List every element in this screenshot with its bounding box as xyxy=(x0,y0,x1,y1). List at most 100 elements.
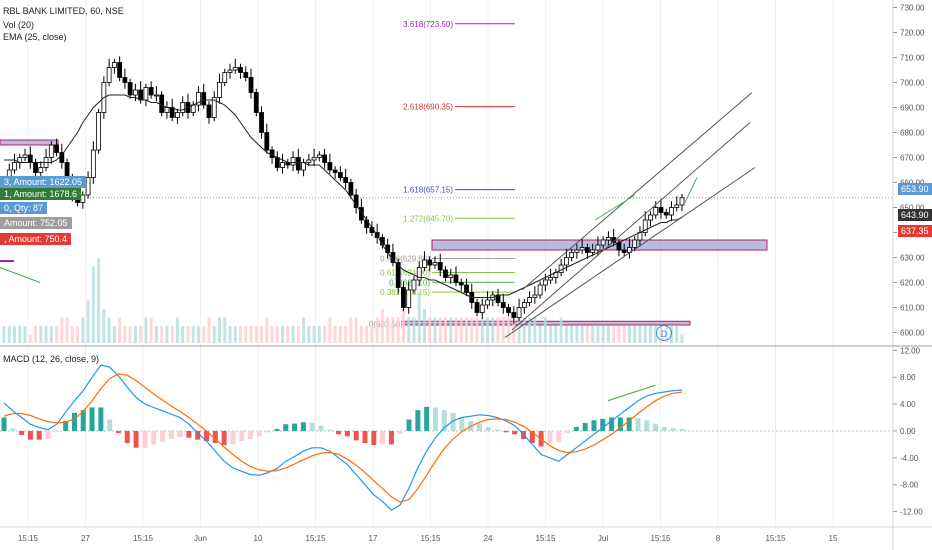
price-tick-label: 710.00 xyxy=(900,54,925,63)
channel-upper-line xyxy=(511,122,751,331)
channel-lower-line xyxy=(504,167,756,338)
macd-histogram-bar xyxy=(503,430,509,433)
time-tick-label: 24 xyxy=(484,534,493,543)
volume-bar xyxy=(13,326,17,343)
volume-bar xyxy=(443,317,447,343)
macd-tick-label: -8.00 xyxy=(900,481,919,490)
candle-body xyxy=(422,259,427,268)
candle-body xyxy=(337,172,343,178)
ema-line xyxy=(4,94,683,298)
candle-body xyxy=(542,279,548,286)
trend-channel xyxy=(504,92,756,338)
volume-bar xyxy=(223,317,227,343)
volume-bar xyxy=(49,326,53,343)
macd-histogram-bar xyxy=(36,430,42,440)
volume-bar xyxy=(359,326,363,343)
macd-histogram-bar xyxy=(494,429,500,431)
trade-tag[interactable]: , Amount: 750.4 xyxy=(0,233,72,245)
volume-bar xyxy=(270,326,274,343)
volume-bar xyxy=(465,317,469,343)
macd-divergence-arrow xyxy=(607,384,656,402)
macd-histogram-bar xyxy=(450,412,456,431)
candle-body xyxy=(584,247,590,253)
candle-body xyxy=(385,244,391,253)
candle-body xyxy=(59,152,65,163)
macd-histogram-bar xyxy=(318,425,324,431)
candle-body xyxy=(590,249,596,253)
fib-level-label: 2.618(690.35) xyxy=(403,103,453,112)
candle-body xyxy=(669,207,674,216)
time-tick-label: 10 xyxy=(254,534,263,543)
candle-body xyxy=(516,307,522,318)
volume-bar xyxy=(133,326,137,343)
candle-body xyxy=(122,77,128,83)
volume-bar xyxy=(407,317,411,343)
volume-bar xyxy=(575,326,579,343)
candle-body xyxy=(648,214,653,221)
candle-body xyxy=(164,107,170,113)
candle-body xyxy=(27,154,33,163)
volume-bar xyxy=(633,326,637,343)
candle-body xyxy=(196,92,201,106)
trade-tag[interactable]: 1, Amount: 1678.6 xyxy=(0,188,82,200)
volume-bar xyxy=(396,317,400,343)
volume-bar xyxy=(522,317,526,343)
volume-bar xyxy=(680,334,684,343)
volume-bar xyxy=(202,326,206,343)
trade-tag[interactable]: 0, Qty: 87 xyxy=(0,202,48,214)
candle-body xyxy=(479,304,485,313)
volume-bar xyxy=(580,326,584,343)
macd-histogram-bar xyxy=(204,430,210,442)
macd-histogram-bar xyxy=(327,429,333,431)
volume-bar xyxy=(638,326,642,343)
price-tick-label: 600.00 xyxy=(900,329,925,338)
macd-histogram-bar xyxy=(151,430,157,445)
candle-body xyxy=(85,177,91,196)
volume-bar xyxy=(333,326,337,343)
volume-bar xyxy=(428,317,432,343)
volume-bar xyxy=(291,326,295,343)
volume-bar xyxy=(627,326,631,343)
left-zone xyxy=(0,139,59,146)
volume-bar xyxy=(528,317,532,343)
candle-body xyxy=(311,157,317,161)
macd-histogram-bar xyxy=(670,428,676,431)
volume-bar xyxy=(186,326,190,343)
macd-histogram-bar xyxy=(80,410,86,431)
candle-body xyxy=(674,204,680,208)
volume-bar xyxy=(265,317,269,343)
macd-histogram-bar xyxy=(265,430,271,433)
candle-body xyxy=(406,289,412,308)
candle-body xyxy=(563,257,569,266)
volume-bar xyxy=(648,326,652,343)
candle-body xyxy=(322,154,328,163)
macd-histogram-bar xyxy=(565,430,571,433)
volume-bar xyxy=(286,326,290,343)
macd-tick-label: 4.00 xyxy=(900,400,916,409)
volume-bar xyxy=(165,326,169,343)
volume-bar xyxy=(123,326,127,343)
volume-bar xyxy=(622,326,626,343)
macd-histogram-bar xyxy=(512,430,518,435)
left-zone-mark xyxy=(0,260,14,262)
candle-body xyxy=(201,92,207,106)
trade-tag[interactable]: 3, Amount: 1622.05 xyxy=(0,176,87,188)
volume-bar xyxy=(154,326,158,343)
volume-bar xyxy=(112,326,116,343)
time-tick-label: 15:15 xyxy=(305,534,326,543)
macd-histogram-bar xyxy=(485,426,491,431)
macd-histogram-bar xyxy=(283,424,289,431)
time-tick-label: 15:15 xyxy=(650,534,671,543)
momentum-arrow xyxy=(594,194,636,221)
candle-body xyxy=(159,94,165,113)
trade-tag[interactable]: Amount: 752.05 xyxy=(0,217,72,229)
dividend-marker[interactable]: D xyxy=(656,325,672,341)
macd-histogram-bar xyxy=(380,430,386,444)
candle-body xyxy=(532,294,538,298)
candle-body xyxy=(96,112,102,151)
time-tick-label: 27 xyxy=(81,534,90,543)
volume-bar xyxy=(28,334,32,343)
candle-body xyxy=(621,249,627,253)
fib-level-label: 1.618(657.15) xyxy=(403,186,453,195)
